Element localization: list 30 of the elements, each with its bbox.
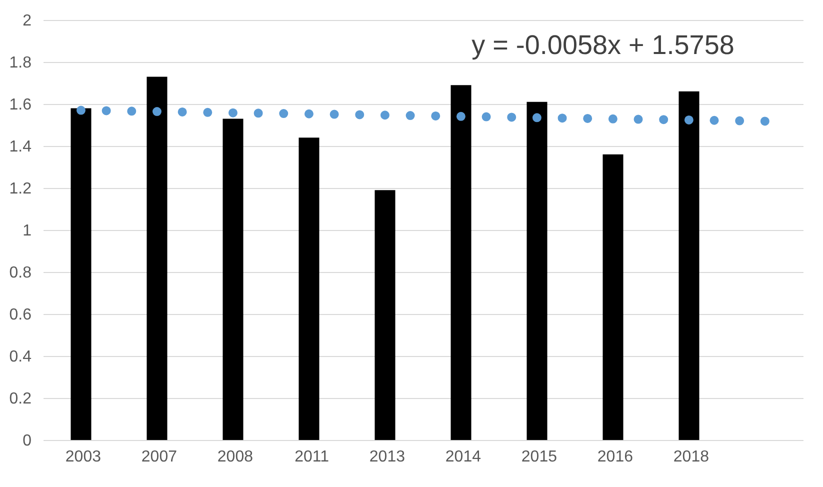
bar (298, 138, 320, 440)
y-tick-label: 1.4 (9, 138, 32, 156)
y-tick-label: 0.6 (9, 306, 32, 324)
bar (450, 85, 472, 440)
x-tick-label: 2015 (521, 448, 558, 466)
x-tick-label: 2011 (294, 448, 330, 466)
bar (222, 118, 244, 440)
y-tick-label: 0.4 (9, 348, 32, 366)
bar (146, 76, 168, 440)
y-tick-label: 1.2 (9, 180, 32, 198)
annotation: y = -0.0058x + 1.5758 (472, 30, 734, 60)
y-tick-label: 0.2 (9, 390, 32, 408)
x-tick-label: 2003 (65, 448, 102, 466)
x-tick-label: 2016 (597, 448, 634, 466)
bar (526, 102, 548, 440)
x-tick-label: 2014 (445, 448, 482, 466)
bar (678, 91, 700, 440)
y-tick-label: 1.8 (9, 54, 32, 72)
x-tick-label: 2007 (141, 448, 178, 466)
bar (602, 154, 624, 440)
bar (374, 190, 396, 440)
y-tick-label: 2 (22, 12, 32, 30)
x-tick-label: 2018 (673, 448, 710, 466)
x-tick-label: 2008 (217, 448, 254, 466)
y-tick-label: 1 (22, 222, 32, 240)
y-tick-label: 1.6 (9, 96, 32, 114)
bar (70, 108, 92, 440)
y-tick-label: 0 (22, 432, 32, 450)
x-tick-label: 2013 (369, 448, 406, 466)
y-tick-label: 0.8 (9, 264, 32, 282)
